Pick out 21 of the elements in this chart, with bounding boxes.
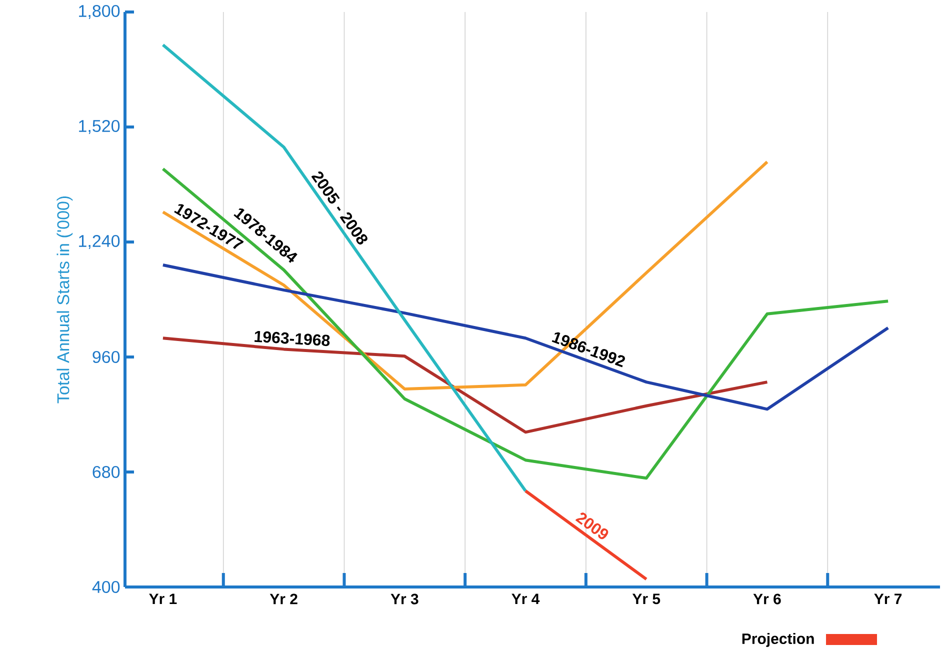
x-tick-label: Yr 4: [512, 594, 540, 604]
y-tick-label: 400: [92, 580, 120, 594]
x-tick-label: Yr 5: [632, 594, 660, 604]
text: Projection: [742, 633, 814, 647]
text: 2009: [575, 512, 608, 540]
y-tick-label: 680: [92, 466, 120, 478]
line-series: [161, 43, 528, 492]
x-tick-label: Yr 1: [149, 594, 177, 604]
y-tick-label: 1,520: [79, 120, 120, 134]
x-tick-label: Yr 3: [390, 594, 418, 604]
line-series: [161, 264, 890, 411]
x-tick-label: Yr 7: [874, 594, 902, 604]
series-label: 1963-1968: [254, 331, 330, 346]
y-axis-title: Total Annual Starts in ('000): [56, 196, 73, 404]
y-tick-label: 1,800: [79, 4, 120, 20]
line-series: [161, 167, 890, 480]
y-tick-label: 1,240: [79, 234, 120, 250]
line-series: [161, 160, 769, 391]
x-tick-label: Yr 2: [270, 594, 298, 604]
x-tick-label: Yr 6: [753, 594, 781, 604]
y-tick-label: 960: [92, 350, 120, 364]
